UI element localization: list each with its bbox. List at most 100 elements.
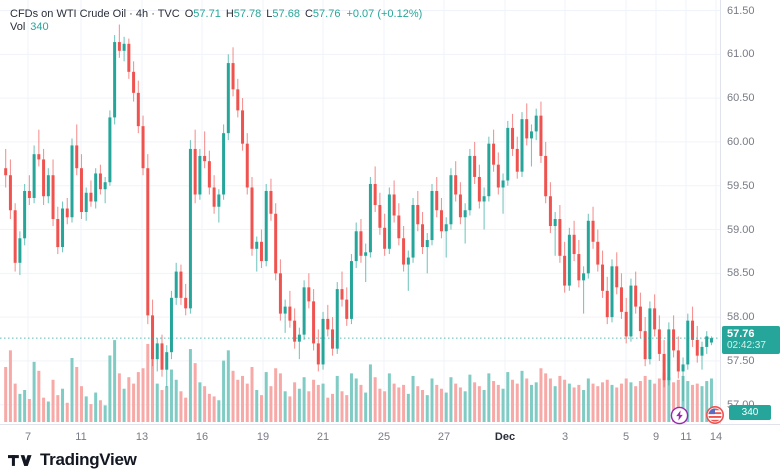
candle-body bbox=[217, 194, 221, 207]
candle-body bbox=[359, 231, 363, 256]
volume-bar bbox=[321, 383, 325, 422]
candle-body bbox=[676, 350, 680, 372]
volume-bar bbox=[487, 373, 491, 422]
volume-bar bbox=[56, 395, 60, 423]
volume-bar bbox=[676, 379, 680, 422]
candle-body bbox=[288, 306, 292, 321]
volume-bar bbox=[629, 382, 633, 422]
candle-body bbox=[473, 155, 477, 177]
time-tick: 13 bbox=[135, 431, 149, 443]
price-tick: 59.00 bbox=[727, 223, 755, 236]
candle-body bbox=[155, 343, 159, 360]
volume-bar bbox=[141, 368, 145, 422]
volume-bar bbox=[302, 377, 306, 422]
volume-badge: 340 bbox=[729, 405, 771, 420]
candle-body bbox=[236, 89, 240, 111]
volume-bar bbox=[539, 368, 543, 422]
volume-bar bbox=[4, 366, 8, 422]
volume-bar bbox=[136, 372, 140, 422]
volume-bar bbox=[79, 386, 83, 422]
candle-body bbox=[643, 331, 647, 360]
candle-body bbox=[326, 318, 330, 330]
volume-bar bbox=[89, 404, 93, 422]
candle-body bbox=[615, 266, 619, 288]
candle-body bbox=[297, 334, 301, 342]
volume-bar bbox=[8, 350, 12, 422]
candle-body bbox=[13, 210, 17, 263]
time-tick: 14 bbox=[709, 431, 723, 443]
candle-body bbox=[255, 241, 259, 249]
lightning-bolt-icon[interactable] bbox=[670, 406, 689, 430]
candle-body bbox=[468, 155, 472, 211]
us-flag-icon[interactable] bbox=[705, 405, 725, 430]
candle-body bbox=[136, 92, 140, 127]
volume-bar bbox=[686, 381, 690, 422]
candle-body bbox=[103, 182, 107, 190]
volume-bar bbox=[217, 400, 221, 422]
volume-bar bbox=[709, 378, 713, 422]
candle-body bbox=[525, 119, 529, 139]
candle-body bbox=[46, 175, 50, 197]
candle-body bbox=[98, 173, 102, 190]
candle-body bbox=[345, 299, 349, 319]
volume-bar bbox=[525, 378, 529, 422]
volume-bar bbox=[444, 392, 448, 422]
volume-bar bbox=[624, 378, 628, 422]
volume-bar bbox=[378, 388, 382, 422]
volume-bar bbox=[672, 382, 676, 422]
volume-bar bbox=[563, 379, 567, 422]
volume-bar bbox=[586, 378, 590, 422]
volume-bar bbox=[411, 375, 415, 422]
candle-body bbox=[681, 364, 685, 372]
candle-body bbox=[184, 297, 188, 309]
volume-bar bbox=[430, 378, 434, 422]
volume-bar bbox=[468, 374, 472, 422]
candle-body bbox=[691, 320, 695, 340]
candle-body bbox=[4, 168, 8, 176]
candle-body bbox=[439, 210, 443, 232]
volume-bar bbox=[241, 375, 245, 422]
candle-body bbox=[544, 155, 548, 197]
volume-bar bbox=[463, 391, 467, 422]
tradingview-logo[interactable]: TradingView bbox=[8, 450, 137, 470]
candle-body bbox=[548, 196, 552, 227]
candle-body bbox=[293, 320, 297, 342]
candle-body bbox=[23, 190, 27, 239]
volume-bar bbox=[250, 366, 254, 422]
candle-body bbox=[558, 219, 562, 256]
candle-body bbox=[383, 227, 387, 249]
candle-body bbox=[245, 143, 249, 188]
candle-body bbox=[354, 231, 358, 262]
time-tick: 11 bbox=[75, 431, 87, 443]
candle-body bbox=[18, 238, 22, 263]
volume-bar bbox=[331, 393, 335, 422]
volume-bar bbox=[65, 402, 69, 422]
volume-bar bbox=[345, 395, 349, 423]
volume-bar bbox=[160, 390, 164, 422]
volume-bar bbox=[245, 383, 249, 422]
volume-bar bbox=[340, 391, 344, 422]
volume-bar bbox=[596, 386, 600, 422]
candle-body bbox=[32, 154, 36, 198]
price-scale[interactable]: 61.50 61.00 60.50 60.00 59.50 59.00 58.50 58.00… bbox=[720, 0, 780, 424]
time-scale[interactable]: 7 11 13 16 19 21 25 27 Dec 3 5 9 11 14 bbox=[0, 424, 780, 448]
volume-bar bbox=[269, 386, 273, 422]
candle-body bbox=[108, 117, 112, 183]
volume-bar bbox=[572, 387, 576, 422]
volume-bar bbox=[132, 383, 136, 422]
volume-bar bbox=[169, 369, 173, 422]
candle-body bbox=[331, 329, 335, 349]
candle-body bbox=[117, 42, 121, 51]
volume-bar bbox=[700, 386, 704, 422]
volume-bar bbox=[94, 392, 98, 422]
chart-plot-area[interactable] bbox=[0, 0, 720, 424]
volume-bar bbox=[648, 379, 652, 422]
candle-body bbox=[283, 306, 287, 314]
volume-bar bbox=[155, 383, 159, 422]
candle-body bbox=[591, 220, 595, 242]
candle-body bbox=[241, 110, 245, 144]
volume-bar bbox=[23, 390, 27, 422]
volume-bar bbox=[364, 392, 368, 422]
candle-body bbox=[378, 204, 382, 228]
volume-bar bbox=[544, 373, 548, 422]
